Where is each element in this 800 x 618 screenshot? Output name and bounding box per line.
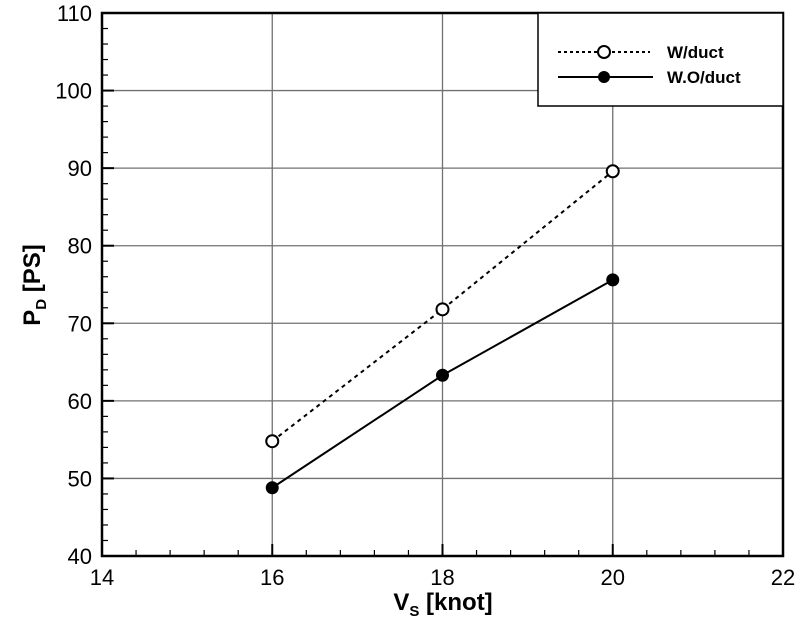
legend: W/duct W.O/duct <box>537 12 784 107</box>
series-w-duct <box>265 164 620 449</box>
y-tick-label: 50 <box>68 466 92 491</box>
y-tick-label: 100 <box>55 79 92 104</box>
filled-circle-marker-icon <box>265 481 279 495</box>
filled-circle-marker-icon <box>598 71 610 83</box>
y-tick-label: 110 <box>57 1 92 26</box>
plot-frame <box>100 11 785 558</box>
filled-circle-marker-icon <box>606 273 620 287</box>
legend-box <box>537 12 784 107</box>
open-circle-marker-icon <box>605 164 620 179</box>
y-axis-title: PD [PS] <box>19 244 50 326</box>
series-w-o-duct <box>265 273 620 495</box>
x-tick-label: 14 <box>90 565 114 590</box>
y-tick-label: 70 <box>68 311 92 336</box>
open-circle-marker-icon <box>597 45 611 59</box>
y-tick-label: 40 <box>68 544 92 569</box>
legend-item-wo-duct: W.O/duct <box>558 68 741 87</box>
y-tick-label: 60 <box>68 389 92 414</box>
open-circle-marker-icon <box>265 434 280 449</box>
x-tick-label: 20 <box>601 565 625 590</box>
x-tick-label: 18 <box>430 565 454 590</box>
legend-label: W/duct <box>667 43 724 62</box>
series-line <box>271 170 614 442</box>
x-axis-title: VS [knot] <box>393 589 492 618</box>
y-tick-label: 90 <box>68 156 92 181</box>
x-tick-label: 16 <box>260 565 284 590</box>
filled-circle-marker-icon <box>436 368 449 382</box>
open-circle-marker-icon <box>435 302 450 317</box>
legend-label: W.O/duct <box>667 68 741 87</box>
y-axis-tick-labels: 40 50 60 70 80 90 100 110 <box>55 1 92 569</box>
x-axis-tick-labels: 14 16 18 20 22 <box>90 565 795 590</box>
data-series <box>265 164 620 495</box>
y-tick-label: 80 <box>68 234 92 259</box>
x-tick-label: 22 <box>771 565 795 590</box>
legend-item-w-duct: W/duct <box>558 43 724 62</box>
